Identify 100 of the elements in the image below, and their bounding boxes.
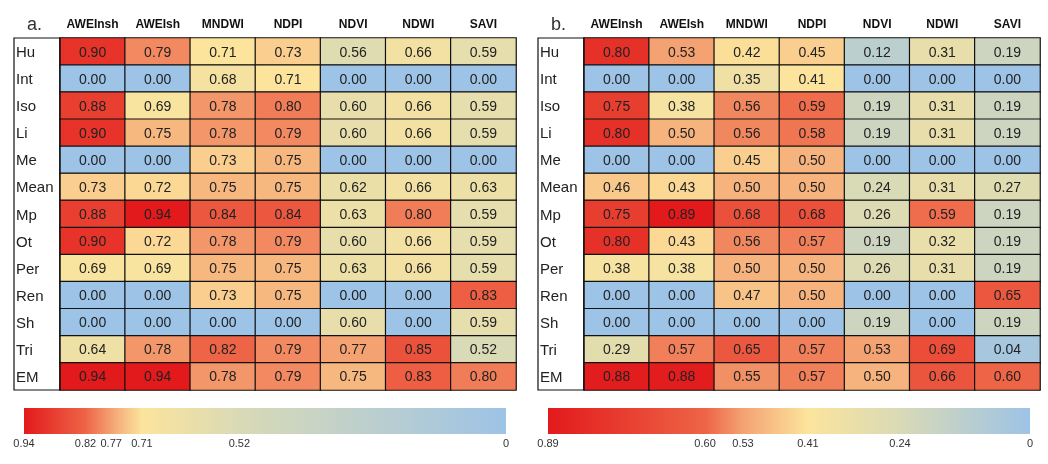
data-label: 0.60: [339, 314, 367, 331]
y-tick-label: Hu: [540, 43, 560, 61]
data-label: 0.75: [274, 178, 302, 195]
data-label: 0.59: [469, 43, 498, 60]
data-label: 0.75: [144, 124, 172, 141]
data-label: 0.73: [78, 178, 107, 195]
color-bar-label: 0.60: [694, 436, 716, 449]
data-label: 0.82: [209, 341, 237, 358]
data-label: 0.00: [78, 151, 107, 168]
data-label: 0.72: [144, 178, 172, 195]
data-label: 0.94: [144, 368, 172, 385]
y-tick-label: Ren: [16, 286, 44, 304]
y-tick-label: Sh: [540, 313, 559, 331]
x-tick-label: NDPI: [797, 17, 827, 31]
color-bar-label: 0.52: [228, 436, 251, 449]
data-label: 0.19: [863, 97, 891, 114]
color-bar-label: 0: [502, 436, 510, 449]
data-label: 0.78: [209, 97, 237, 114]
data-label: 0.89: [668, 206, 696, 222]
y-tick-label: Mp: [16, 205, 37, 223]
data-label: 0.50: [733, 260, 761, 277]
data-label: 0.00: [144, 151, 172, 168]
data-label: 0.00: [928, 287, 957, 304]
data-label: 0.19: [993, 43, 1022, 60]
data-label: 0.00: [928, 151, 957, 168]
data-label: 0.00: [993, 70, 1022, 87]
data-label: 0.80: [602, 233, 631, 250]
data-label: 0.38: [602, 260, 631, 277]
data-label: 0.31: [928, 97, 957, 114]
data-label: 0.90: [78, 233, 107, 250]
data-label: 0.59: [928, 206, 957, 222]
data-label: 0.83: [404, 368, 433, 385]
data-label: 0.31: [928, 43, 957, 60]
data-label: 0.53: [863, 341, 891, 358]
data-label: 0.35: [733, 70, 761, 87]
data-label: 0.38: [668, 97, 696, 114]
data-label: 0.00: [602, 70, 631, 87]
data-label: 0.78: [209, 233, 237, 250]
data-label: 0.12: [863, 43, 891, 60]
data-label: 0.00: [993, 151, 1022, 168]
data-label: 0.43: [668, 178, 696, 195]
data-label: 0.00: [668, 70, 696, 87]
y-tick-label: Iso: [540, 97, 561, 115]
data-label: 0.50: [798, 151, 826, 168]
data-label: 0.59: [469, 260, 498, 277]
y-tick-label: Tri: [540, 340, 557, 358]
data-label: 0.00: [144, 314, 172, 331]
data-label: 0.69: [144, 260, 172, 277]
data-label: 0.79: [274, 341, 302, 358]
data-label: 0.59: [469, 233, 498, 250]
x-tick-label: MNDWI: [201, 17, 244, 31]
data-label: 0.41: [798, 70, 826, 87]
data-label: 0.75: [209, 178, 237, 195]
data-label: 0.94: [78, 368, 107, 385]
data-label: 0.19: [993, 206, 1022, 222]
x-tick-label: NDPI: [273, 17, 303, 31]
data-label: 0.79: [274, 233, 302, 250]
y-tick-label: EM: [16, 367, 39, 385]
data-label: 0.00: [404, 70, 433, 87]
data-label: 0.50: [668, 124, 696, 141]
data-label: 0.00: [798, 314, 826, 331]
data-label: 0.73: [274, 43, 302, 60]
data-label: 0.00: [78, 314, 107, 331]
y-tick-label: Li: [540, 124, 552, 142]
data-label: 0.19: [993, 97, 1022, 114]
y-tick-label: EM: [540, 367, 563, 385]
data-label: 0.90: [78, 124, 107, 141]
y-tick-label: Per: [16, 259, 40, 277]
data-label: 0.66: [928, 368, 957, 385]
data-label: 0.45: [798, 43, 826, 60]
data-label: 0.77: [339, 341, 367, 358]
data-label: 0.00: [928, 70, 957, 87]
data-label: 0.00: [928, 314, 957, 331]
data-label: 0.63: [469, 178, 498, 195]
data-label: 0.00: [404, 287, 433, 304]
data-label: 0.56: [733, 233, 761, 250]
color-bar-label: 0.94: [13, 436, 35, 449]
y-tick-label: Ot: [16, 232, 33, 250]
data-label: 0.56: [733, 97, 761, 114]
data-label: 0.75: [274, 287, 302, 304]
color-bar-label: 0.53: [732, 436, 754, 449]
data-label: 0.80: [404, 206, 433, 222]
data-label: 0.04: [993, 341, 1022, 358]
data-label: 0.68: [733, 206, 761, 222]
x-tick-label: AWEIsh: [659, 17, 705, 31]
y-tick-label: Sh: [16, 313, 35, 331]
data-label: 0.73: [209, 287, 237, 304]
data-label: 0.00: [863, 287, 891, 304]
data-label: 0.38: [668, 260, 696, 277]
data-label: 0.00: [668, 287, 696, 304]
x-tick-label: NDWI: [402, 17, 435, 31]
data-label: 0.52: [469, 341, 498, 358]
data-label: 0.31: [928, 178, 957, 195]
data-label: 0.78: [209, 124, 237, 141]
y-tick-label: Mean: [540, 178, 578, 196]
data-label: 0.75: [274, 260, 302, 277]
data-label: 0.84: [274, 206, 302, 222]
data-label: 0.78: [209, 368, 237, 385]
data-label: 0.00: [733, 314, 761, 331]
data-label: 0.66: [404, 178, 433, 195]
